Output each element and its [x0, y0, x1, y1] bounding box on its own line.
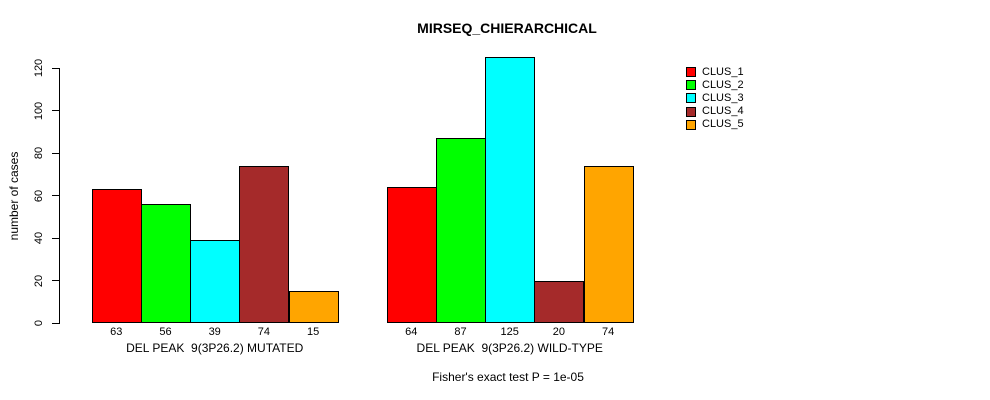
legend-swatch-clus_1 — [686, 67, 696, 77]
bar-clus_1-group2 — [386, 187, 437, 323]
legend-label-clus_3: CLUS_3 — [702, 91, 744, 104]
y-tick — [52, 195, 59, 196]
legend-swatch-clus_5 — [686, 119, 696, 130]
bar-clus_4-group1 — [239, 165, 290, 323]
y-tick-label: 40 — [33, 231, 45, 245]
legend-swatch-clus_4 — [686, 106, 696, 117]
bar-value-label: 87 — [454, 326, 467, 338]
bar-clus_5-group1 — [288, 291, 339, 323]
bar-clus_4-group2 — [534, 280, 585, 323]
y-tick-label: 120 — [33, 58, 45, 78]
bar-value-label: 74 — [257, 326, 271, 338]
chart-title: MIRSEQ_CHIERARCHICAL — [417, 20, 597, 36]
bar-value-label: 39 — [208, 326, 221, 338]
bar-value-label: 63 — [110, 326, 123, 338]
y-axis-line — [59, 68, 60, 324]
bar-value-label: 125 — [500, 326, 519, 338]
legend-label-clus_5: CLUS_5 — [702, 118, 744, 131]
bar-value-label: 64 — [405, 326, 418, 338]
y-tick-label: 80 — [33, 146, 45, 160]
y-tick — [52, 110, 59, 111]
group-label: DEL PEAK 9(3P26.2) WILD-TYPE — [416, 341, 603, 355]
bar-clus_1-group1 — [91, 189, 142, 323]
legend-swatch-clus_2 — [686, 80, 696, 91]
y-tick — [52, 67, 59, 69]
y-tick-label: 20 — [33, 274, 45, 287]
bar-value-label: 74 — [601, 326, 615, 338]
legend-label-clus_4: CLUS_4 — [702, 105, 744, 118]
bar-clus_5-group2 — [583, 165, 634, 323]
y-tick — [52, 237, 59, 239]
y-tick — [52, 152, 59, 154]
footnote: Fisher's exact test P = 1e-05 — [432, 370, 584, 384]
bar-clus_3-group2 — [485, 57, 536, 323]
legend-label-clus_2: CLUS_2 — [702, 78, 744, 91]
bar-clus_2-group2 — [435, 138, 487, 323]
y-tick — [52, 280, 59, 281]
y-tick-label: 100 — [33, 101, 45, 120]
y-tick-label: 0 — [33, 319, 45, 327]
bar-value-label: 56 — [159, 326, 172, 338]
bar-value-label: 20 — [552, 326, 566, 338]
bar-clus_3-group1 — [190, 240, 241, 323]
group-label: DEL PEAK 9(3P26.2) MUTATED — [126, 341, 304, 355]
bar-clus_2-group1 — [140, 204, 192, 323]
legend-label-clus_1: CLUS_1 — [702, 65, 744, 78]
legend-swatch-clus_3 — [686, 93, 696, 104]
bar-value-label: 15 — [306, 326, 320, 338]
y-tick — [52, 322, 59, 324]
y-tick-label: 60 — [33, 189, 45, 202]
